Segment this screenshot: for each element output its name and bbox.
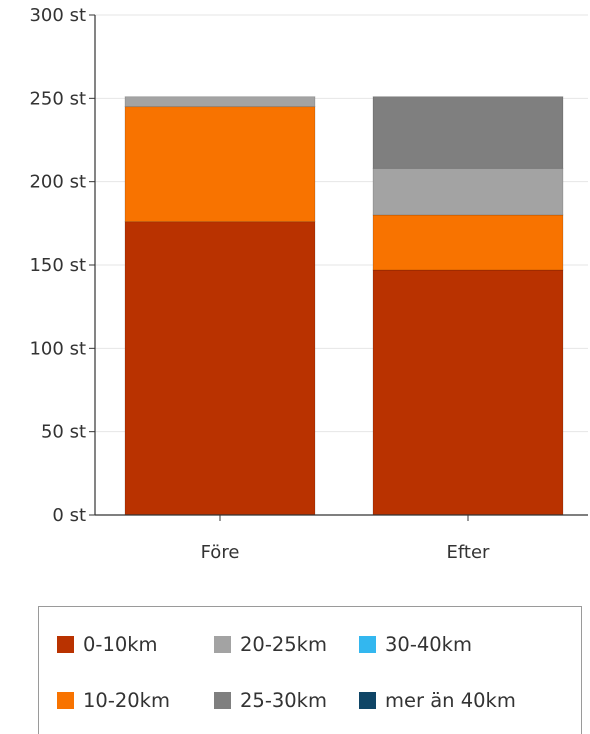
bar-efter-20-25km[interactable] xyxy=(372,167,564,216)
chart-legend: 0-10km 20-25km 30-40km 10-20km 25-30km m… xyxy=(38,606,582,734)
x-tick-label-efter: Efter xyxy=(447,542,491,563)
y-tick-label-100: 100 st xyxy=(29,338,86,359)
legend-label-20-25km: 20-25km xyxy=(240,632,327,656)
bar-efter-25-30km[interactable] xyxy=(372,96,564,169)
bar-efter-10-20km[interactable] xyxy=(372,214,564,271)
legend-swatch-10-20km xyxy=(57,691,74,709)
legend-item-30-40km[interactable]: 30-40km xyxy=(359,631,472,657)
y-tick-label-50: 50 st xyxy=(41,422,86,443)
y-tick-label-200: 200 st xyxy=(29,172,86,193)
bar-fore-20-25km[interactable] xyxy=(124,96,316,108)
y-tick-label-0: 0 st xyxy=(52,505,86,526)
x-tick-label-fore: Före xyxy=(201,542,240,563)
y-tick-labels: 0 st 50 st 100 st 150 st 200 st 250 st 300 st xyxy=(29,5,86,526)
legend-label-25-30km: 25-30km xyxy=(240,688,327,712)
legend-swatch-25-30km xyxy=(214,691,231,709)
y-tick-label-250: 250 st xyxy=(29,88,86,109)
bars xyxy=(124,96,564,516)
legend-item-10-20km[interactable]: 10-20km xyxy=(57,687,170,713)
x-tick-labels: Före Efter xyxy=(201,542,490,563)
legend-swatch-0-10km xyxy=(57,635,74,653)
y-tick-label-150: 150 st xyxy=(29,255,86,276)
legend-label-0-10km: 0-10km xyxy=(83,632,158,656)
legend-swatch-mer-an-40km xyxy=(359,691,376,709)
legend-item-25-30km[interactable]: 25-30km xyxy=(214,687,327,713)
legend-label-10-20km: 10-20km xyxy=(83,688,170,712)
legend-swatch-20-25km xyxy=(214,635,231,653)
axes xyxy=(89,14,588,521)
legend-item-20-25km[interactable]: 20-25km xyxy=(214,631,327,657)
bar-fore-10-20km[interactable] xyxy=(124,106,316,223)
legend-swatch-30-40km xyxy=(359,635,376,653)
legend-label-30-40km: 30-40km xyxy=(385,632,472,656)
y-tick-label-300: 300 st xyxy=(29,5,86,26)
legend-item-0-10km[interactable]: 0-10km xyxy=(57,631,158,657)
legend-label-mer-an-40km: mer än 40km xyxy=(385,688,516,712)
bar-fore-0-10km[interactable] xyxy=(124,221,316,516)
bar-efter-0-10km[interactable] xyxy=(372,269,564,516)
legend-item-mer-an-40km[interactable]: mer än 40km xyxy=(359,687,516,713)
